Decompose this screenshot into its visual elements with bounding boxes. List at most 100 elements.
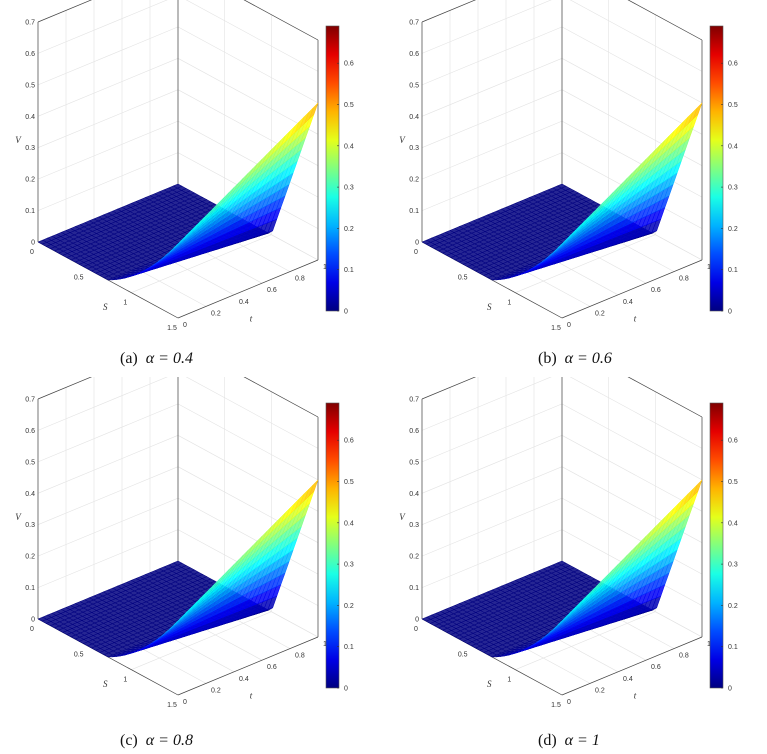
- z-tick-label: 0.2: [409, 177, 419, 184]
- grid-line: [421, 26, 563, 86]
- x-tick-label: 0: [414, 249, 418, 256]
- colorbar-tick-label: 0.1: [728, 644, 738, 651]
- grid-line: [421, 529, 563, 588]
- z-axis-label: V: [15, 135, 22, 145]
- grid-line: [37, 152, 179, 211]
- z-tick-label: 0.3: [25, 522, 35, 529]
- y-tick-label: 0.6: [651, 664, 661, 671]
- colorbar-tick-label: 0.5: [344, 102, 354, 109]
- grid-line: [37, 377, 92, 400]
- grid-line: [37, 26, 179, 86]
- colorbar-tick-label: 0.2: [344, 603, 354, 610]
- z-tick-label: 0.5: [409, 459, 419, 466]
- y-tick-label: 1: [323, 264, 327, 271]
- z-tick-label: 0.2: [409, 554, 419, 561]
- caption: (a) α = 0.4: [120, 350, 193, 368]
- x-tick-label: 1.5: [551, 702, 561, 709]
- grid-line: [515, 234, 656, 293]
- x-tick-label: 0: [30, 626, 34, 633]
- grid-line: [185, 0, 319, 72]
- grid-line: [421, 435, 563, 494]
- z-tick-label: 0: [31, 240, 35, 247]
- z-tick-label: 0.7: [25, 397, 35, 404]
- y-tick-label: 0.4: [239, 299, 249, 306]
- grid-line: [177, 435, 319, 512]
- surface-mesh: [421, 479, 703, 658]
- axis-line: [627, 377, 703, 418]
- x-tick-label: 1.5: [551, 325, 561, 332]
- z-tick-label: 0.6: [25, 428, 35, 435]
- y-tick-label: 0.8: [679, 276, 689, 283]
- x-tick-label: 1.5: [167, 702, 177, 709]
- x-tick-label: 0.5: [74, 274, 84, 281]
- grid-line: [37, 435, 179, 494]
- y-tick-label: 0.2: [595, 687, 605, 694]
- caption-label: (a): [120, 350, 138, 367]
- caption-label: (c): [120, 732, 138, 749]
- y-tick-label: 1: [707, 641, 711, 648]
- z-tick-label: 0.5: [409, 82, 419, 89]
- colorbar-tick-label: 0.6: [344, 438, 354, 445]
- grid-line: [185, 377, 319, 449]
- colorbar-tick-label: 0: [344, 309, 348, 316]
- caption: (d) α = 1: [538, 732, 600, 750]
- z-tick-label: 0.6: [409, 51, 419, 58]
- z-tick-label: 0.1: [25, 585, 35, 592]
- colorbar-tick-label: 0.4: [344, 520, 354, 527]
- z-tick-label: 0.5: [25, 82, 35, 89]
- grid-line: [37, 497, 179, 557]
- y-tick-label: 0.6: [267, 664, 277, 671]
- caption-label: (b): [538, 350, 557, 367]
- grid-line: [37, 89, 179, 148]
- grid-line: [569, 0, 703, 72]
- surface-plot: 0 0.1 0.2 0.3 0.4 0.5 0.6 0.7 0 0.5 1 1.5 0 0.2 0.4 0.6…: [399, 377, 738, 709]
- colorbar-tick-label: 0.4: [728, 143, 738, 150]
- z-axis-label: V: [15, 512, 22, 522]
- colorbar-tick-label: 0.1: [344, 644, 354, 651]
- grid-line: [561, 120, 703, 198]
- surface-cell: [557, 238, 567, 249]
- colorbar-tick-label: 0.6: [728, 438, 738, 445]
- y-tick-label: 0.8: [295, 276, 305, 283]
- colorbar: [325, 25, 340, 312]
- grid-line: [569, 377, 703, 449]
- z-tick-label: 0.4: [409, 114, 419, 121]
- x-axis-label: S: [487, 302, 492, 312]
- surface-plot: 0 0.1 0.2 0.3 0.4 0.5 0.6 0.7 0 0.5 1 1.5 0 0.2 0.4 0.6…: [399, 0, 738, 332]
- x-tick-label: 0.5: [458, 651, 468, 658]
- colorbar-tick-label: 0.3: [728, 185, 738, 192]
- grid-line: [177, 403, 319, 481]
- grid-line: [421, 497, 563, 557]
- grid-line: [561, 435, 703, 512]
- z-tick-label: 0.6: [409, 428, 419, 435]
- grid-line: [421, 0, 552, 54]
- x-tick-label: 1.5: [167, 325, 177, 332]
- grid-line: [243, 377, 319, 418]
- y-tick-label: 0.4: [623, 299, 633, 306]
- y-tick-label: 0.8: [679, 653, 689, 660]
- surface-mesh: [37, 479, 319, 658]
- colorbar: [325, 402, 340, 689]
- colorbar-tick-label: 0.6: [728, 61, 738, 68]
- caption-param: α = 0.6: [564, 350, 612, 367]
- z-axis-label: V: [399, 135, 406, 145]
- z-tick-label: 0.5: [25, 459, 35, 466]
- y-tick-label: 0: [567, 699, 571, 706]
- colorbar-tick-label: 0.3: [344, 185, 354, 192]
- grid-line: [243, 0, 319, 41]
- surface-plot: 0 0.1 0.2 0.3 0.4 0.5 0.6 0.7 0 0.5 1 1.5 0 0.2 0.4 0.6…: [15, 377, 354, 709]
- grid-line: [421, 377, 476, 400]
- colorbar-tick-label: 0.4: [344, 143, 354, 150]
- grid-line: [131, 234, 272, 293]
- grid-line: [421, 120, 563, 180]
- axis-line: [37, 0, 93, 23]
- grid-line: [561, 403, 703, 481]
- colorbar-tick-label: 0.3: [728, 562, 738, 569]
- surface-plot: 0 0.1 0.2 0.3 0.4 0.5 0.6 0.7 0 0.5 1 1.5 0 0.2 0.4 0.6…: [15, 0, 354, 332]
- caption-param: α = 1: [564, 732, 600, 749]
- z-tick-label: 0.1: [25, 208, 35, 215]
- grid-line: [131, 611, 272, 670]
- x-axis-label: S: [487, 679, 492, 689]
- caption-param: α = 0.8: [145, 732, 193, 749]
- grid-line: [177, 58, 319, 135]
